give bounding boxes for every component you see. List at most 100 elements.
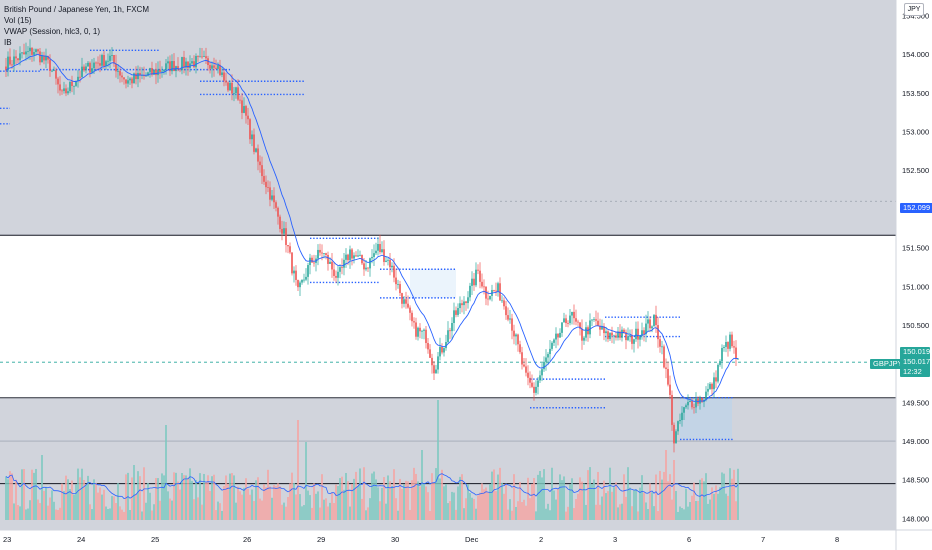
indicator-vwap-label[interactable]: VWAP (Session, hlc3, 0, 1) [4,27,101,36]
candle-body [411,312,413,322]
volume-bar [639,487,641,520]
candle-body [343,259,345,268]
candle-body [87,62,89,67]
volume-bar [35,468,37,520]
candle-body [509,318,511,320]
candle-body [625,332,627,341]
candle-body [169,61,171,72]
indicator-ib-label[interactable]: IB [4,38,12,47]
volume-bar [21,469,23,520]
volume-bar [325,498,327,520]
candle-body [279,216,281,229]
candle-body [567,323,569,324]
volume-bar [223,486,225,520]
candle-body [229,82,231,91]
volume-bar [493,469,495,520]
volume-bar [485,487,487,520]
candle-body [365,267,367,270]
volume-bar [41,455,43,520]
volume-bar [9,471,11,520]
candle-body [209,65,211,69]
volume-bar [603,480,605,520]
candle-body [633,339,635,344]
candle-body [115,63,117,72]
volume-bar [557,488,559,520]
candle-body [109,55,111,61]
candle-body [77,76,79,82]
candle-body [677,421,679,432]
candle-body [233,93,235,94]
candle-body [123,77,125,80]
candle-body [549,348,551,355]
candle-body [149,68,151,73]
candle-body [29,47,31,52]
volume-bar [65,475,67,520]
volume-bar [555,499,557,520]
time-tick-label: 26 [243,535,251,544]
volume-bar [561,480,563,520]
volume-bar [149,492,151,520]
volume-bar [205,482,207,520]
candle-body [127,80,129,84]
volume-bar [217,501,219,520]
candle-body [659,339,661,347]
volume-bar [623,474,625,520]
price-tick-label: 150.500 [902,321,929,330]
volume-bar [281,504,283,520]
price-tick-label: 149.500 [902,398,929,407]
volume-bar [91,509,93,520]
candle-body [31,47,33,55]
candle-body [425,329,427,344]
candle-body [503,300,505,307]
candle-body [49,59,51,72]
volume-bar [285,506,287,520]
candle-body [555,333,557,340]
candle-body [607,331,609,340]
volume-bar [93,479,95,520]
volume-bar [241,494,243,520]
indicator-volume-label[interactable]: Vol (15) [4,16,32,25]
candle-body [63,88,65,91]
candle-body [371,256,373,259]
candle-body [623,329,625,333]
candle-body [129,78,131,81]
candle-body [357,255,359,257]
candle-body [239,99,241,101]
symbol-title[interactable]: British Pound / Japanese Yen, 1h, FXCM [4,5,149,14]
volume-bar [125,474,127,520]
candle-body [345,254,347,260]
volume-bar [19,506,21,520]
candle-body [39,51,41,63]
currency-button[interactable]: JPY [904,3,924,16]
candle-body [257,148,259,162]
candle-body [245,106,247,116]
volume-bar [731,478,733,520]
candle-body [203,56,205,58]
volume-bar [271,497,273,520]
volume-bar [459,476,461,520]
candle-body [351,249,353,259]
volume-bar [609,467,611,520]
candle-body [681,412,683,421]
volume-bar [527,477,529,520]
candle-body [75,81,77,86]
volume-bar [601,496,603,520]
candle-body [735,347,737,359]
volume-bar [365,510,367,520]
price-tick-label: 149.000 [902,437,929,446]
candle-body [269,187,271,200]
volume-bar [567,506,569,520]
volume-bar [409,509,411,520]
volume-bar [169,498,171,520]
volume-bar [309,495,311,520]
volume-bar [715,485,717,520]
volume-bar [647,508,649,520]
volume-bar [423,483,425,520]
candle-body [171,61,173,72]
volume-bar [151,510,153,520]
volume-bar [447,503,449,520]
candle-body [707,388,709,392]
candle-body [589,320,591,335]
volume-bar [141,511,143,520]
